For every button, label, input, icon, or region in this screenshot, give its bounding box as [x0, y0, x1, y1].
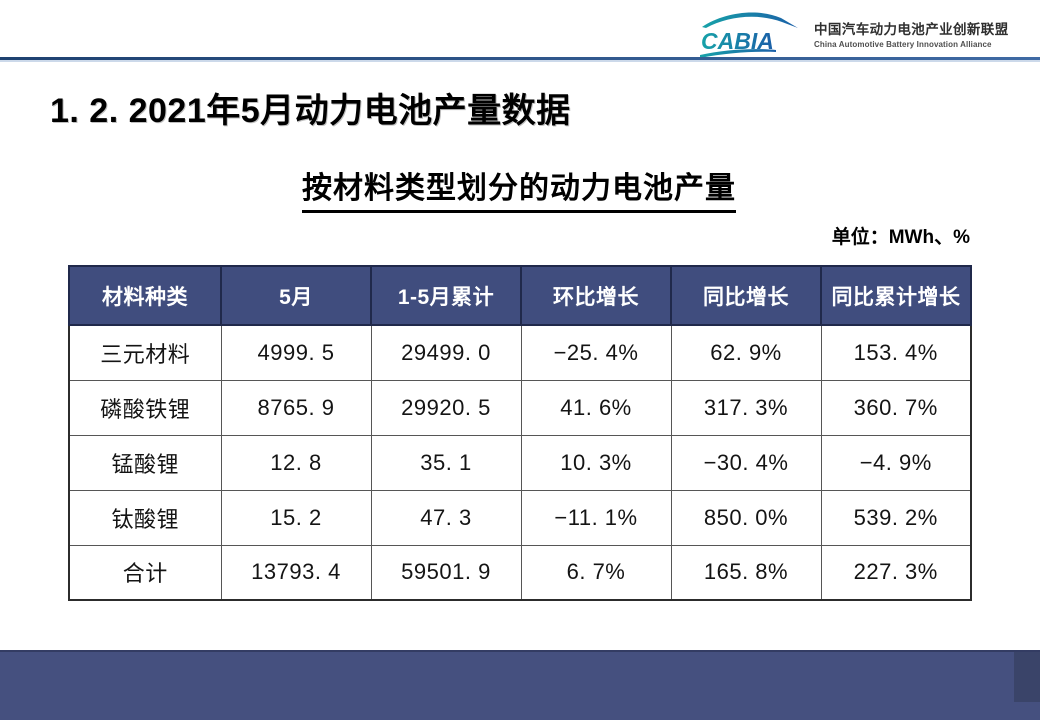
table-row: 磷酸铁锂 8765. 9 29920. 5 41. 6% 317. 3% 360. 7% — [68, 379, 972, 436]
org-name-en: China Automotive Battery Innovation Alli… — [814, 39, 992, 49]
value-cell: 59501. 9 — [370, 544, 522, 601]
value-cell: −25. 4% — [520, 324, 672, 381]
value-cell: 6. 7% — [520, 544, 672, 601]
table-row: 钛酸锂 15. 2 47. 3 −11. 1% 850. 0% 539. 2% — [68, 489, 972, 546]
value-cell: 13793. 4 — [220, 544, 372, 601]
value-cell: −11. 1% — [520, 489, 672, 546]
header-divider — [0, 57, 1040, 62]
column-header: 同比增长 — [670, 265, 822, 326]
column-header: 材料种类 — [68, 265, 222, 326]
value-cell: 15. 2 — [220, 489, 372, 546]
column-header: 5月 — [220, 265, 372, 326]
value-cell: 47. 3 — [370, 489, 522, 546]
cabia-car-swoosh-icon: CABIA — [700, 12, 798, 58]
material-name-cell: 三元材料 — [68, 324, 222, 381]
value-cell: −30. 4% — [670, 434, 822, 491]
value-cell: 850. 0% — [670, 489, 822, 546]
material-name-cell: 合计 — [68, 544, 222, 601]
value-cell: 35. 1 — [370, 434, 522, 491]
footer-bar — [0, 650, 1040, 720]
value-cell: 29499. 0 — [370, 324, 522, 381]
value-cell: 360. 7% — [820, 379, 972, 436]
column-header: 环比增长 — [520, 265, 672, 326]
value-cell: 227. 3% — [820, 544, 972, 601]
table-row: 三元材料 4999. 5 29499. 0 −25. 4% 62. 9% 153. 4% — [68, 324, 972, 381]
value-cell: 10. 3% — [520, 434, 672, 491]
value-cell: 165. 8% — [670, 544, 822, 601]
value-cell: 317. 3% — [670, 379, 822, 436]
value-cell: 41. 6% — [520, 379, 672, 436]
value-cell: 12. 8 — [220, 434, 372, 491]
material-name-cell: 钛酸锂 — [68, 489, 222, 546]
battery-production-table: 材料种类 5月 1-5月累计 环比增长 同比增长 同比累计增长 三元材料 4999. 5 29… — [68, 265, 972, 601]
value-cell: 62. 9% — [670, 324, 822, 381]
table-caption: 按材料类型划分的动力电池产量 — [68, 163, 970, 213]
cabia-logo: CABIA 中国汽车动力电池产业创新联盟 China Automotive Ba… — [698, 8, 1009, 58]
logo-names: 中国汽车动力电池产业创新联盟 China Automotive Battery … — [814, 18, 1009, 49]
value-cell: 8765. 9 — [220, 379, 372, 436]
table-row: 合计 13793. 4 59501. 9 6. 7% 165. 8% 227. 3% — [68, 544, 972, 601]
table-row: 锰酸锂 12. 8 35. 1 10. 3% −30. 4% −4. 9% — [68, 434, 972, 491]
value-cell: 4999. 5 — [220, 324, 372, 381]
table-header-row: 材料种类 5月 1-5月累计 环比增长 同比增长 同比累计增长 — [68, 265, 972, 326]
org-name-cn: 中国汽车动力电池产业创新联盟 — [814, 21, 1009, 37]
table-caption-text: 按材料类型划分的动力电池产量 — [302, 163, 736, 213]
footer-accent — [1014, 652, 1040, 702]
material-name-cell: 锰酸锂 — [68, 434, 222, 491]
value-cell: 153. 4% — [820, 324, 972, 381]
page-title: 1. 2. 2021年5月动力电池产量数据 — [50, 92, 571, 130]
column-header: 1-5月累计 — [370, 265, 522, 326]
value-cell: −4. 9% — [820, 434, 972, 491]
value-cell: 539. 2% — [820, 489, 972, 546]
unit-label: 单位：MWh、% — [831, 227, 970, 248]
material-name-cell: 磷酸铁锂 — [68, 379, 222, 436]
value-cell: 29920. 5 — [370, 379, 522, 436]
column-header: 同比累计增长 — [820, 265, 972, 326]
